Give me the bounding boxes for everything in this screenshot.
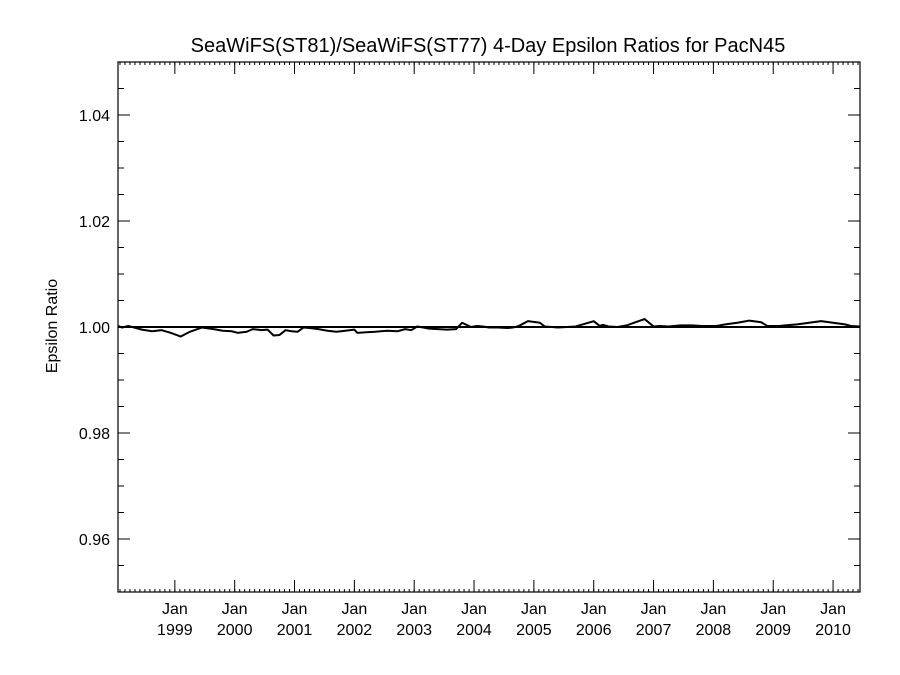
- y-axis-label: Epsilon Ratio: [44, 279, 61, 373]
- x-tick-label-month: Jan: [222, 601, 248, 618]
- x-tick-label-month: Jan: [581, 601, 607, 618]
- y-tick-label: 1.02: [79, 214, 110, 231]
- x-tick-label-year: 2003: [396, 622, 432, 639]
- x-tick-label-year: 2006: [576, 622, 612, 639]
- x-tick-label-year: 2010: [815, 622, 851, 639]
- y-tick-label: 1.00: [79, 320, 110, 337]
- chart-title: SeaWiFS(ST81)/SeaWiFS(ST77) 4-Day Epsilo…: [191, 35, 786, 57]
- y-tick-label: 0.96: [79, 532, 110, 549]
- y-tick-label: 1.04: [79, 108, 110, 125]
- x-axis: Jan 1999 Jan 2000 Jan 2001 Jan 2002 Jan 2003 Jan 20…: [119, 62, 859, 639]
- x-tick-label-year: 2008: [696, 622, 732, 639]
- x-tick-label-year: 1999: [157, 622, 193, 639]
- x-tick-label-year: 2009: [755, 622, 791, 639]
- x-tick-label-month: Jan: [401, 601, 427, 618]
- x-tick-label-month: Jan: [760, 601, 786, 618]
- x-tick-label-year: 2000: [217, 622, 253, 639]
- x-tick-label-month: Jan: [521, 601, 547, 618]
- y-axis: 0.96 0.98 1.00 1.02 1.04: [79, 88, 860, 566]
- x-tick-label-month: Jan: [461, 601, 487, 618]
- x-tick-label-month: Jan: [341, 601, 367, 618]
- x-tick-label-month: Jan: [700, 601, 726, 618]
- x-tick-label-year: 2002: [337, 622, 373, 639]
- x-tick-label-year: 2001: [277, 622, 313, 639]
- x-tick-label-year: 2004: [456, 622, 492, 639]
- x-tick-label-month: Jan: [641, 601, 667, 618]
- y-tick-label: 0.98: [79, 426, 110, 443]
- x-tick-label-year: 2007: [636, 622, 672, 639]
- x-tick-label-year: 2005: [516, 622, 552, 639]
- series-line: [117, 318, 861, 338]
- x-tick-label-month: Jan: [282, 601, 308, 618]
- x-tick-label-month: Jan: [162, 601, 188, 618]
- x-tick-label-month: Jan: [820, 601, 846, 618]
